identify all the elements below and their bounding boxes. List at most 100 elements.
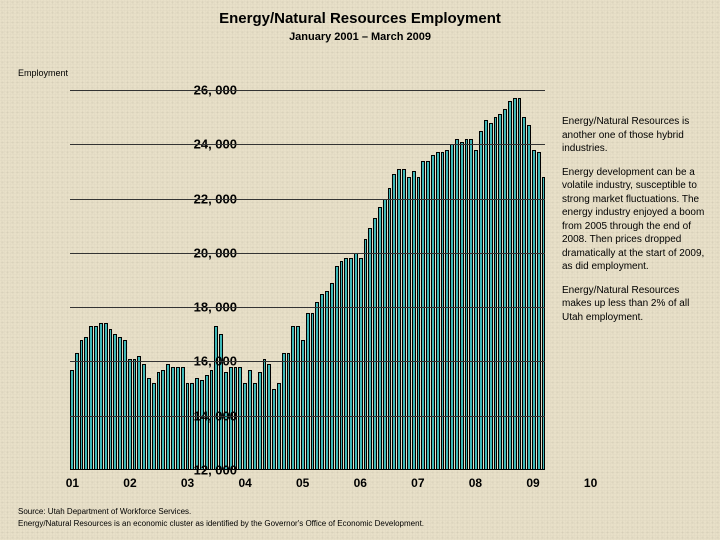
data-bar [436,152,440,470]
x-tick-label: 07 [411,476,424,490]
data-bar [494,117,498,470]
data-bar [489,123,493,470]
footer-line: Source: Utah Department of Workforce Ser… [18,506,424,518]
data-bar [522,117,526,470]
x-tick-label: 02 [123,476,136,490]
data-bar [349,258,353,470]
data-bar [94,326,98,470]
data-bar [465,139,469,470]
data-bar [368,228,372,470]
x-axis-line [70,469,545,470]
data-bar [508,101,512,470]
data-bar [133,359,137,470]
data-bar [484,120,488,470]
grid-line [70,199,545,200]
data-bar [527,125,531,470]
data-bar [238,367,242,470]
data-bar [388,188,392,470]
data-bar [272,389,276,470]
data-bar [258,372,262,470]
data-bar [75,353,79,470]
footer-notes: Source: Utah Department of Workforce Ser… [18,506,424,530]
side-annotation: Energy/Natural Resources is another one … [562,115,710,334]
grid-line [70,361,545,362]
data-bar [296,326,300,470]
data-bar [89,326,93,470]
data-bar [243,383,247,470]
data-bar [291,326,295,470]
data-bar [214,326,218,470]
data-bar [263,359,267,470]
data-bar [282,353,286,470]
data-bar [161,370,165,470]
data-bar [383,199,387,470]
data-bar [392,174,396,470]
data-bar [431,155,435,470]
data-bar [166,364,170,470]
annotation-paragraph: Energy development can be a volatile ind… [562,166,710,274]
data-bar [315,302,319,470]
data-bar [200,380,204,470]
x-tick-label: 10 [584,476,597,490]
data-bar [417,177,421,470]
data-bar [113,334,117,470]
x-tick-label: 01 [66,476,79,490]
x-tick-label: 05 [296,476,309,490]
data-bar [267,364,271,470]
data-bar [460,142,464,470]
data-bar [364,239,368,470]
data-bar [80,340,84,470]
data-bar [142,364,146,470]
data-bar [373,218,377,470]
data-bar [402,169,406,470]
grid-line [70,307,545,308]
x-tick-label: 04 [238,476,251,490]
data-bar [147,378,151,470]
grid-line [70,416,545,417]
chart-title: Energy/Natural Resources Employment [0,0,720,27]
data-bar [152,383,156,470]
annotation-paragraph: Energy/Natural Resources is another one … [562,115,710,156]
data-bar [469,139,473,470]
grid-line [70,253,545,254]
x-tick-label: 09 [526,476,539,490]
chart-plot-area [70,90,545,470]
data-bar [109,329,113,470]
data-bar [99,323,103,470]
grid-line [70,90,545,91]
data-bar [311,313,315,470]
data-bar [195,378,199,470]
x-tick-label: 06 [354,476,367,490]
bar-container [70,90,545,470]
grid-line [70,144,545,145]
data-bar [421,161,425,470]
data-bar [157,372,161,470]
data-bar [325,291,329,470]
data-bar [335,266,339,470]
annotation-paragraph: Energy/Natural Resources makes up less t… [562,284,710,325]
data-bar [84,337,88,470]
data-bar [190,383,194,470]
data-bar [397,169,401,470]
chart-subtitle: January 2001 – March 2009 [0,27,720,43]
data-bar [186,383,190,470]
data-bar [359,258,363,470]
data-bar [137,356,141,470]
data-bar [118,337,122,470]
data-bar [455,139,459,470]
data-bar [301,340,305,470]
data-bar [277,383,281,470]
data-bar [287,353,291,470]
data-bar [248,370,252,470]
data-bar [518,98,522,470]
data-bar [426,161,430,470]
data-bar [330,283,334,470]
data-bar [123,340,127,470]
data-bar [253,383,257,470]
data-bar [104,323,108,470]
data-bar [306,313,310,470]
data-bar [171,367,175,470]
data-bar [320,294,324,470]
footer-line: Energy/Natural Resources is an economic … [18,518,424,530]
data-bar [407,177,411,470]
